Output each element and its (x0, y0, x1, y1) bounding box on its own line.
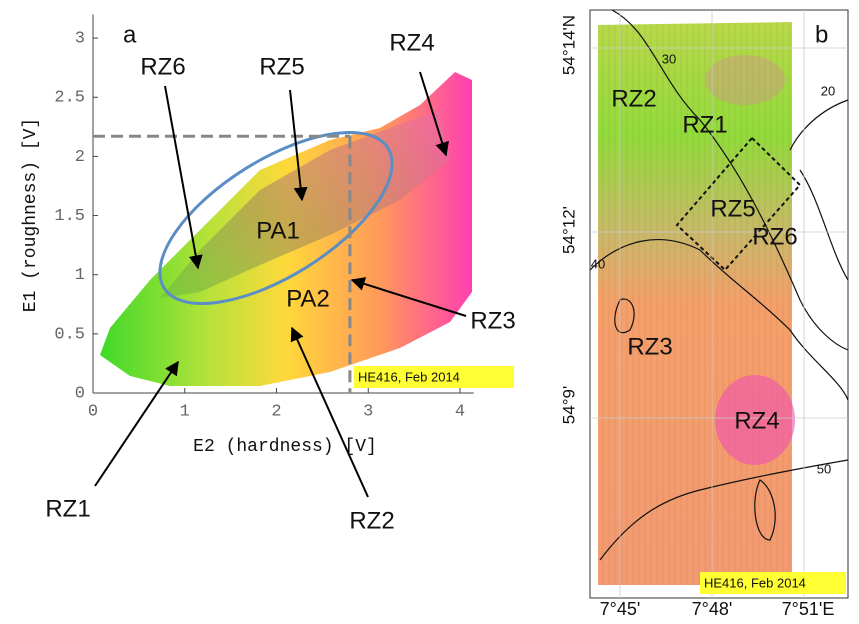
panel-label: a (123, 21, 137, 48)
contour-label: 50 (817, 461, 831, 476)
zone-label: RZ1 (682, 111, 727, 138)
annotation: RZ2 (349, 507, 394, 534)
lat-label: 54°12' (559, 206, 578, 254)
lon-label: 7°51'E (782, 599, 835, 619)
lon-label: 7°48' (692, 599, 733, 619)
annotation: RZ6 (140, 53, 185, 80)
x-tick-label: 0 (88, 402, 98, 421)
contour-label: 40 (591, 256, 605, 271)
x-tick-label: 2 (271, 402, 281, 421)
figure: 0123400.511.522.53E2 (hardness) [V]E1 (r… (0, 0, 859, 624)
annotation: RZ3 (470, 307, 515, 334)
zone-label: RZ4 (734, 407, 779, 434)
annotation: RZ1 (45, 495, 90, 522)
stamp: HE416, Feb 2014 (358, 369, 460, 384)
stamp: HE416, Feb 2014 (704, 575, 806, 590)
zone-label: RZ2 (611, 85, 656, 112)
y-tick-label: 0 (75, 384, 85, 403)
y-tick-label: 0.5 (54, 325, 85, 344)
y-tick-label: 1.5 (54, 207, 85, 226)
annotation: RZ5 (259, 53, 304, 80)
y-axis-label: E1 (roughness) [V] (21, 118, 41, 312)
annotation: PA2 (286, 285, 330, 312)
y-tick-label: 2 (75, 148, 85, 167)
page: {"chart_data": {"type": "scatter", "pane… (0, 0, 859, 624)
x-tick-label: 4 (455, 402, 465, 421)
panel-label: b (815, 21, 828, 48)
zone-label: RZ5 (710, 195, 755, 222)
y-tick-label: 3 (75, 30, 85, 49)
annotation-arrow (95, 362, 178, 486)
annotation: PA1 (256, 217, 300, 244)
lat-label: 54°14'N (559, 15, 578, 75)
lon-label: 7°45' (600, 599, 641, 619)
annotation: RZ4 (389, 29, 434, 56)
y-tick-label: 1 (75, 266, 85, 285)
x-tick-label: 1 (180, 402, 190, 421)
contour-label: 30 (662, 51, 676, 66)
y-tick-label: 2.5 (54, 89, 85, 108)
zone-label: RZ6 (752, 223, 797, 250)
x-tick-label: 3 (363, 402, 373, 421)
contour-label: 20 (821, 83, 835, 98)
lat-label: 54°9' (559, 386, 578, 424)
zone-label: RZ3 (627, 333, 672, 360)
